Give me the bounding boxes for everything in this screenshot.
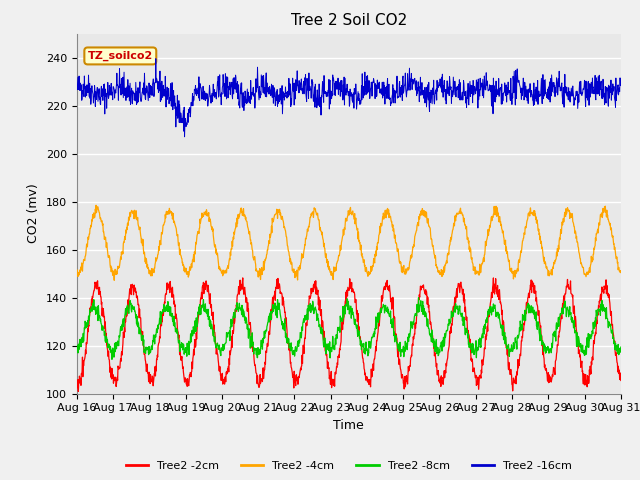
Legend: Tree2 -2cm, Tree2 -4cm, Tree2 -8cm, Tree2 -16cm: Tree2 -2cm, Tree2 -4cm, Tree2 -8cm, Tree…	[122, 457, 576, 476]
Title: Tree 2 Soil CO2: Tree 2 Soil CO2	[291, 13, 407, 28]
Y-axis label: CO2 (mv): CO2 (mv)	[28, 184, 40, 243]
X-axis label: Time: Time	[333, 419, 364, 432]
Text: TZ_soilco2: TZ_soilco2	[88, 51, 153, 61]
